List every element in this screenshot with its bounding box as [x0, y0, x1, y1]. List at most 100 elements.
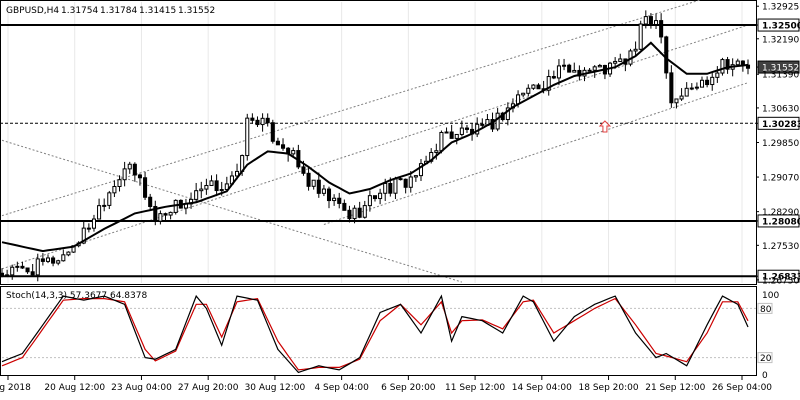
candle-bullish [393, 178, 398, 194]
signal-arrow[interactable] [598, 120, 612, 133]
candle-bearish [214, 180, 219, 192]
time-tick-label: 30 Aug 12:00 [245, 383, 306, 393]
stoch-signal-line [1, 297, 749, 371]
candle-bearish [270, 122, 275, 142]
level-price-tag: 1.26833 [757, 269, 800, 283]
candle-bearish [398, 178, 403, 181]
level-price-tag: 1.30283 [757, 116, 800, 130]
price-tick-label: 1.28290 [762, 208, 799, 218]
candle-bullish [679, 95, 684, 100]
candle-bearish [337, 197, 342, 204]
channel-line-lower[interactable] [323, 82, 749, 225]
candle-bearish [480, 123, 485, 126]
time-tick-label: 6 Sep 20:00 [381, 383, 436, 393]
candle-bearish [567, 64, 572, 73]
candle-bullish [516, 94, 521, 105]
candle-bullish [127, 163, 132, 170]
candle-bullish [643, 16, 648, 25]
candle-bullish [168, 211, 173, 216]
candle-bearish [326, 188, 332, 202]
candle-bearish [316, 179, 321, 194]
current-price-tag: 1.31552 [757, 60, 800, 74]
time-tick-label: 27 Aug 20:00 [178, 383, 239, 393]
candle-bearish [342, 202, 347, 211]
candle-bearish [0, 272, 5, 276]
stoch-level-box [757, 302, 773, 314]
horizontal-levels[interactable] [0, 24, 757, 278]
candle-bullish [459, 127, 464, 135]
price-tick-label: 1.29850 [762, 139, 799, 149]
candle-bullish [408, 176, 413, 188]
stochastic-oscillator: 80 20 [1, 294, 773, 374]
time-tick-label: 4 Sep 04:00 [314, 383, 369, 393]
candle-bullish [204, 184, 209, 190]
candle-bullish [245, 117, 250, 157]
time-tick-label: 11 Sep 12:00 [445, 383, 505, 393]
candle-bullish [219, 189, 224, 192]
candle-bullish [235, 170, 240, 177]
candle-bullish [321, 188, 326, 194]
time-tick-label: 18 Sep 20:00 [579, 383, 639, 393]
candle-bullish [418, 163, 424, 177]
candle-bullish [45, 257, 51, 262]
candle-bullish [495, 112, 500, 130]
candle-bullish [5, 274, 10, 277]
candle-bullish [362, 205, 367, 218]
candle-bullish [66, 251, 71, 256]
candle-bullish [562, 64, 567, 67]
downtrend-line[interactable] [1, 139, 463, 283]
candle-bearish [551, 76, 556, 79]
candle-bullish [97, 205, 102, 220]
price-tick-label: 1.32925 [762, 3, 799, 13]
stochastic-label: Stoch(14,3,3) 57.3677 64.8378 [6, 291, 147, 301]
candle-bullish [291, 150, 296, 155]
candle-bearish [280, 144, 286, 149]
candle-bearish [347, 209, 352, 220]
candle-bullish [224, 183, 229, 191]
up-arrow-icon[interactable] [598, 120, 612, 133]
candle-bearish [20, 265, 25, 269]
price-tick-label: 1.31552 [762, 64, 799, 74]
candle-bearish [250, 117, 255, 121]
candle-bearish [648, 16, 653, 25]
candle-bullish [10, 266, 15, 276]
candle-bullish [653, 20, 659, 25]
candle-bullish [194, 190, 199, 200]
candle-bullish [684, 87, 689, 97]
candle-bearish [464, 127, 470, 130]
candle-bearish [449, 131, 454, 139]
price-tick-label: 1.30630 [762, 104, 799, 114]
candle-bullish [260, 117, 265, 126]
candle-bearish [40, 258, 45, 262]
candle-bearish [577, 69, 582, 77]
time-tick-label: 14 Sep 04:00 [512, 383, 572, 393]
candle-bearish [51, 257, 56, 264]
candle-bearish [137, 174, 142, 179]
stoch-scale-max: 100 [762, 291, 779, 301]
trend-channel[interactable] [1, 0, 749, 283]
candle-bullish [694, 86, 699, 89]
candle-bullish [715, 72, 720, 78]
candle-bullish [546, 76, 551, 91]
price-tick-label: 1.30283 [762, 120, 800, 130]
candle-bearish [265, 117, 270, 124]
candle-bearish [372, 195, 378, 200]
channel-line-middle[interactable] [1, 24, 749, 270]
candle-bullish [56, 260, 61, 264]
price-tag-box [757, 269, 800, 283]
candle-bearish [705, 79, 710, 86]
candle-bullish [122, 168, 127, 181]
candle-bullish [735, 60, 740, 66]
candle-bullish [439, 131, 444, 152]
candle-bearish [664, 36, 669, 74]
candle-bearish [669, 72, 674, 104]
candle-bullish [674, 98, 679, 104]
candle-bearish [153, 205, 158, 222]
candle-bullish [613, 60, 618, 64]
candle-bullish [587, 69, 592, 72]
stoch-level-label: 80 [760, 305, 772, 315]
